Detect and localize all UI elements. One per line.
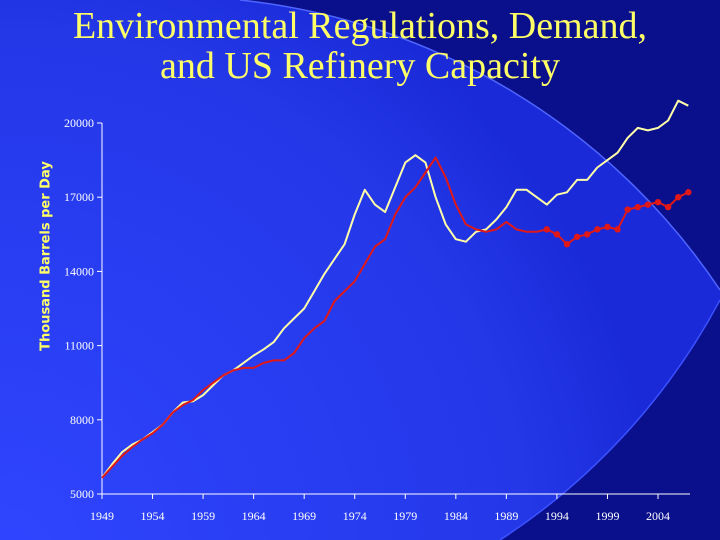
data-point bbox=[614, 226, 621, 233]
data-point bbox=[563, 240, 571, 248]
y-tick-label: 17000 bbox=[64, 190, 94, 204]
series-line-1 bbox=[101, 99, 689, 479]
x-tick-label: 1954 bbox=[141, 509, 165, 523]
data-point bbox=[634, 203, 641, 211]
data-point bbox=[685, 189, 692, 196]
data-point bbox=[604, 223, 611, 231]
data-point bbox=[584, 231, 591, 238]
x-tick-label: 1994 bbox=[545, 509, 569, 523]
data-point bbox=[664, 203, 672, 211]
data-point bbox=[624, 206, 631, 213]
title-line-1: Environmental Regulations, Demand, bbox=[72, 5, 648, 47]
page-title: Environmental Regulations, Demand, and U… bbox=[0, 6, 720, 86]
series-line-2 bbox=[101, 156, 548, 479]
data-point bbox=[553, 231, 561, 238]
y-tick-label: 14000 bbox=[64, 264, 94, 278]
x-tick-label: 1949 bbox=[90, 509, 114, 523]
y-tick-label: 11000 bbox=[64, 339, 94, 353]
y-tick-label: 20000 bbox=[64, 116, 94, 130]
x-tick-label: 1999 bbox=[595, 509, 619, 523]
x-tick-label: 1969 bbox=[292, 509, 316, 523]
x-tick-label: 1989 bbox=[494, 509, 518, 523]
series-layer bbox=[101, 99, 692, 479]
data-point bbox=[654, 198, 662, 206]
data-point bbox=[573, 233, 581, 240]
title-line-2: and US Refinery Capacity bbox=[160, 45, 560, 87]
data-point bbox=[594, 226, 601, 233]
axes: 5000 8000 11000 14000 17000 20000 1949 1954 1959… bbox=[64, 116, 690, 523]
x-tick-label: 1964 bbox=[242, 509, 266, 523]
x-tick-label: 1984 bbox=[444, 509, 468, 523]
data-point bbox=[675, 194, 682, 201]
data-point bbox=[543, 226, 550, 233]
x-tick-label: 2004 bbox=[646, 509, 670, 523]
y-tick-label: 8000 bbox=[70, 413, 94, 427]
series-line-3 bbox=[546, 191, 689, 246]
x-tick-label: 1979 bbox=[393, 509, 417, 523]
x-tick-label: 1959 bbox=[191, 509, 215, 523]
y-tick-label: 5000 bbox=[70, 487, 94, 501]
x-tick-label: 1974 bbox=[343, 509, 367, 523]
data-point bbox=[644, 201, 652, 208]
